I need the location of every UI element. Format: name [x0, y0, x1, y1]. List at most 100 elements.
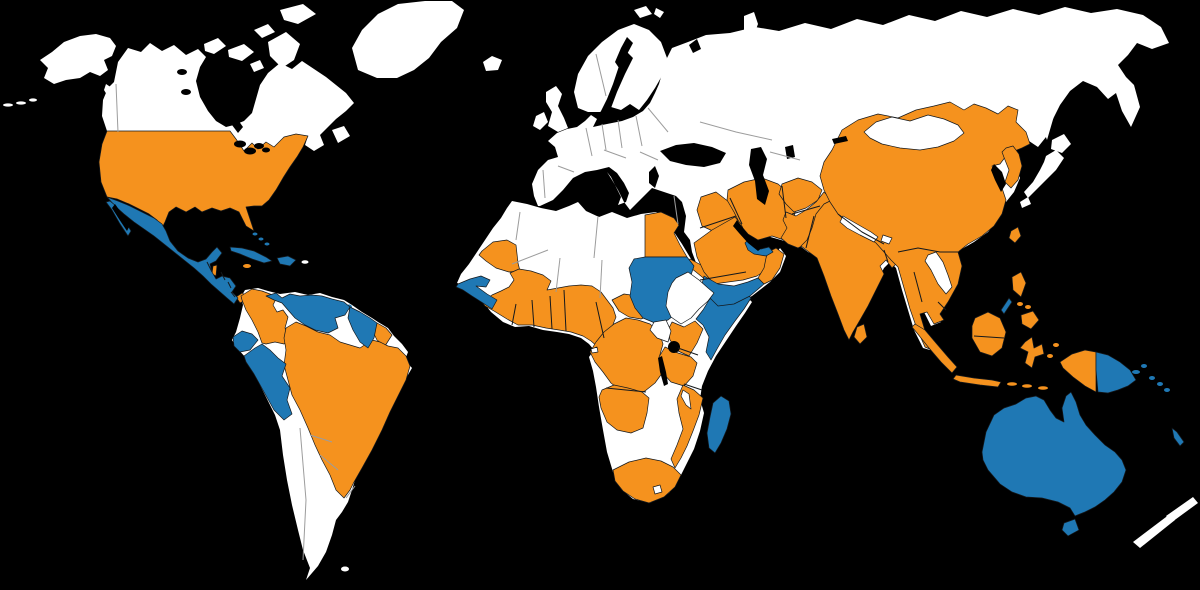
region-ethiopia: [665, 271, 715, 325]
region-bhutan: [880, 234, 893, 245]
region-iceland: [483, 56, 502, 71]
region-belize: [211, 264, 218, 277]
region-baffin-island: [268, 32, 300, 68]
region-malawi: [680, 389, 692, 410]
region-indonesia-maluku: [1053, 343, 1059, 347]
great-lakes-water: [262, 147, 270, 153]
region-aleutians: [29, 98, 37, 102]
region-philippines-luzon: [1011, 271, 1027, 298]
border-kenya-tanzania: [677, 347, 699, 356]
region-japan-kyushu: [1020, 197, 1031, 208]
layer-water: [112, 37, 1006, 386]
region-papua-new-guinea: [1095, 351, 1137, 394]
region-laos: [924, 251, 953, 295]
yellow-sea-water: [991, 164, 1006, 192]
region-svalbard: [654, 8, 664, 18]
region-banks-island: [204, 38, 226, 54]
region-devon-island: [254, 24, 275, 38]
region-madagascar: [706, 395, 732, 454]
james-bay-water: [232, 117, 243, 133]
region-senegal-gambia-guinea: [455, 275, 498, 310]
region-south-africa: [612, 457, 682, 504]
region-japan-honshu: [1024, 150, 1064, 198]
region-bahamas: [258, 237, 264, 241]
lake-tanganyika-water: [658, 356, 668, 386]
border-nicaragua-costa-rica: [230, 291, 236, 298]
region-ellesmere-island: [280, 4, 316, 24]
region-solomon-islands: [1164, 388, 1170, 392]
region-venezuela: [265, 292, 351, 334]
region-new-britain: [1141, 364, 1147, 368]
lake-balkhash-water: [832, 136, 848, 144]
region-jamaica: [243, 264, 251, 268]
region-indonesia-sulawesi: [1019, 336, 1045, 369]
region-united-kingdom: [546, 86, 568, 132]
region-indonesia-borneo: [971, 311, 1007, 357]
border-china-indochina: [897, 247, 958, 253]
border-russia-kazakhstan: [699, 121, 773, 141]
region-afghanistan: [778, 177, 823, 213]
border-ghana-togo-benin: [549, 295, 553, 330]
region-uganda: [649, 319, 672, 343]
region-indonesia-maluku: [1047, 354, 1053, 358]
region-solomon-islands: [1157, 382, 1163, 386]
caspian-sea-water: [749, 147, 769, 205]
region-svalbard: [634, 6, 652, 18]
border-guatemala-honduras: [220, 271, 226, 281]
region-cuba: [229, 246, 273, 264]
region-philippines-visayas: [1025, 305, 1031, 309]
region-guyana-suriname: [347, 306, 378, 349]
border-algeria-mali: [511, 249, 549, 265]
region-newfoundland: [332, 126, 350, 143]
region-palawan: [1000, 297, 1013, 315]
border-spain-france: [557, 165, 575, 173]
region-mozambique: [670, 384, 704, 469]
region-sakhalin: [1042, 94, 1054, 140]
border-nigeria-cameroon: [595, 301, 605, 339]
region-usa: [98, 130, 309, 232]
border-tanzania-mozambique: [683, 383, 703, 391]
region-southampton-island: [250, 60, 264, 72]
region-sri-lanka: [853, 323, 868, 345]
border-germany-poland: [617, 119, 623, 149]
region-hispaniola: [276, 255, 297, 267]
border-saudi-yemen: [699, 271, 747, 281]
border-germany: [601, 123, 607, 151]
border-poland-ukraine: [635, 115, 643, 147]
great-slave-lake-water: [181, 89, 191, 95]
region-indonesia-lesser-sunda: [1038, 386, 1048, 390]
border-bolivia-argentina: [309, 434, 333, 443]
border-drc-angola: [605, 387, 647, 393]
region-victoria-island: [228, 44, 254, 61]
hudson-bay-water: [202, 59, 255, 121]
border-romania: [639, 151, 659, 161]
border-cote-divoire-ghana: [531, 299, 535, 328]
region-bahamas: [252, 232, 258, 236]
region-solomon-islands: [1149, 376, 1155, 380]
border-levant: [673, 195, 679, 225]
border-liberia: [511, 303, 517, 326]
border-iran-iraq: [729, 197, 743, 225]
region-philippines-mindanao: [1020, 310, 1040, 330]
region-new-caledonia: [1171, 427, 1185, 447]
border-chile-argentina: [299, 427, 307, 561]
great-bear-lake-water: [177, 69, 187, 75]
border-pakistan-india: [805, 215, 815, 249]
white-sea-water: [689, 39, 701, 53]
region-west-africa-belt: [481, 268, 617, 348]
region-korea: [1001, 145, 1023, 189]
border-benin-nigeria: [563, 289, 567, 332]
region-egypt: [644, 211, 688, 258]
region-new-zealand-north: [1166, 497, 1198, 522]
border-mexico-guatemala: [206, 261, 213, 273]
region-indonesia-lesser-sunda: [1007, 382, 1017, 386]
region-lesotho: [652, 484, 663, 495]
border-iraq-saudi: [699, 215, 737, 229]
region-tasmania: [1061, 518, 1080, 537]
aegean-sea-water: [649, 166, 659, 188]
border-kazakhstan-uzbekistan: [769, 151, 801, 161]
region-indonesia-papua: [1059, 349, 1097, 393]
region-new-britain: [1132, 370, 1140, 374]
great-lakes-water: [254, 143, 264, 149]
border-afghanistan-pakistan: [791, 205, 821, 215]
